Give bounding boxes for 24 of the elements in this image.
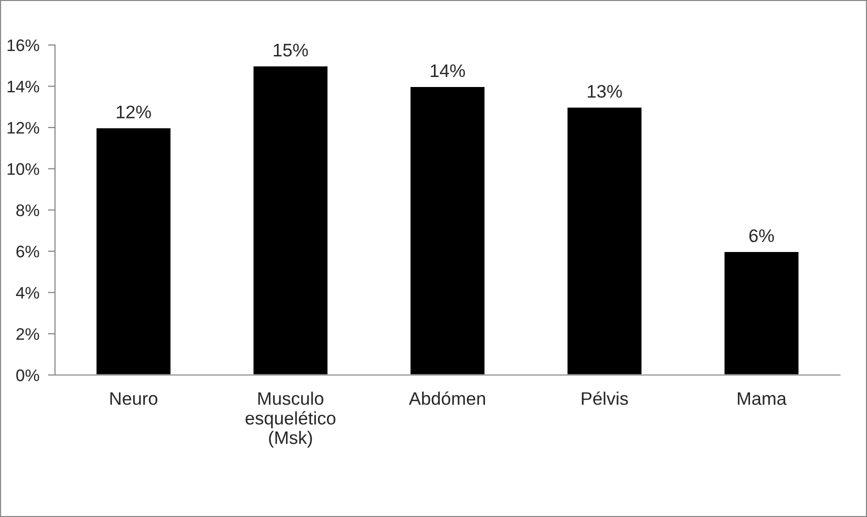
bar [95, 126, 172, 375]
y-tick-label: 10% [8, 163, 40, 175]
bar [723, 250, 800, 375]
x-tick-label: Pélvis [582, 391, 628, 405]
x-tick-label: Mama [738, 392, 787, 405]
bar [566, 106, 643, 375]
y-tick-label: 14% [8, 80, 40, 92]
y-tick-label: 4% [16, 286, 40, 299]
bar [409, 86, 486, 375]
bar [252, 64, 329, 375]
x-tick-label: Neuro [110, 392, 158, 405]
data-label: 12% [116, 106, 151, 118]
y-tick-label: 0% [16, 369, 40, 382]
x-tick-label: Musculo esquelético (Msk) [246, 392, 336, 448]
y-tick-label: 2% [16, 328, 40, 340]
y-tick-label: 12% [8, 122, 40, 134]
y-tick-label: 8% [16, 204, 40, 216]
x-tick-label: Abdómen [408, 391, 485, 405]
y-tick-label: 16% [8, 39, 40, 52]
data-label: 15% [274, 44, 308, 56]
y-tick-label: 6% [16, 246, 40, 258]
data-label: 13% [588, 84, 622, 98]
data-label: 6% [749, 229, 774, 242]
data-label: 14% [430, 64, 465, 78]
